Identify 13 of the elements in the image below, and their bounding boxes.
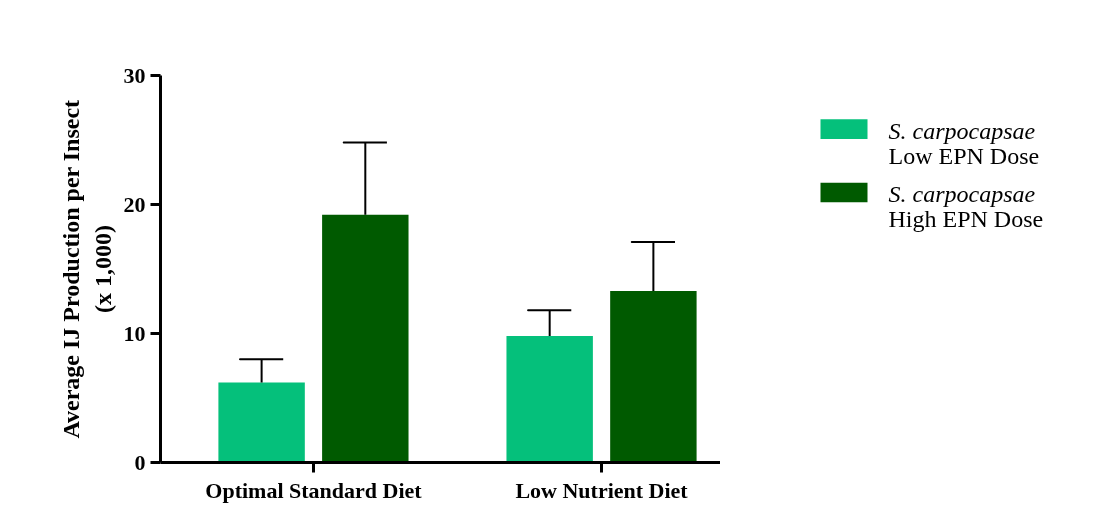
legend-label: S. carpocapsae Low EPN Dose (888, 117, 1040, 169)
x-tick-label: Low Nutrient Diet (515, 477, 689, 503)
y-tick-label: 10 (123, 320, 146, 346)
y-axis-title: Average IJ Production per Insect (x 1,000) (58, 99, 116, 439)
bar (506, 336, 593, 463)
y-tick-label: 30 (123, 62, 146, 88)
y-tick-label: 20 (123, 191, 146, 217)
bar (218, 382, 305, 463)
legend-label: S. carpocapsae High EPN Dose (888, 181, 1044, 232)
x-tick-label: Optimal Standard Diet (205, 477, 423, 503)
bar (610, 290, 697, 463)
bar (322, 214, 409, 463)
y-tick-label: 0 (134, 449, 146, 475)
